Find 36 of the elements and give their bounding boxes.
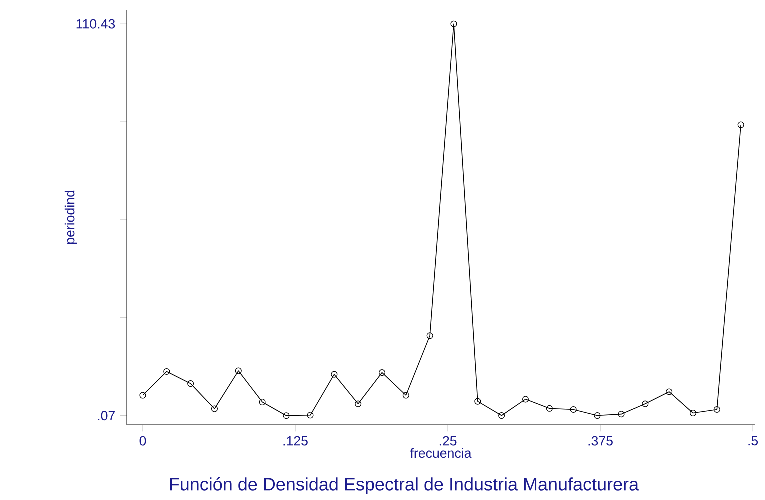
y-axis-title: periodind — [64, 190, 78, 244]
point — [426, 332, 434, 340]
point — [666, 388, 673, 396]
point — [402, 392, 410, 399]
point — [450, 20, 458, 28]
point — [738, 122, 744, 128]
x-tick-label: 0 — [140, 436, 146, 446]
point — [618, 411, 625, 418]
point — [283, 412, 290, 420]
x-tick-label: .375 — [588, 436, 613, 446]
point — [474, 398, 482, 405]
point — [188, 380, 194, 388]
point — [522, 396, 530, 403]
point — [690, 410, 697, 417]
point — [546, 405, 553, 412]
point — [211, 406, 218, 412]
point — [378, 370, 386, 376]
text: Función de Densidad Espectral de Industria Manufacturera — [170, 477, 640, 494]
point — [642, 400, 649, 408]
point — [714, 406, 720, 413]
point — [307, 412, 314, 419]
point — [355, 400, 362, 408]
point — [259, 399, 266, 406]
point — [331, 371, 338, 378]
x-tick-label: .5 — [748, 436, 758, 446]
point — [164, 368, 170, 376]
point — [594, 412, 601, 420]
point — [235, 368, 242, 374]
point — [570, 406, 577, 413]
point — [140, 392, 146, 399]
y-tick-label: .07 — [98, 411, 115, 421]
point — [498, 412, 506, 420]
y-tick-label: 110.43 — [76, 19, 116, 29]
x-tick-label: .125 — [284, 436, 308, 446]
x-axis-title: frecuencia — [410, 448, 472, 458]
x-tick-label: .25 — [440, 436, 457, 446]
